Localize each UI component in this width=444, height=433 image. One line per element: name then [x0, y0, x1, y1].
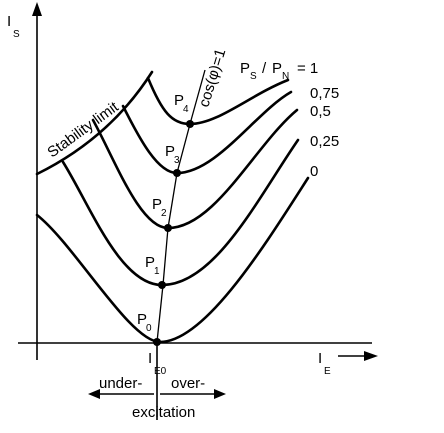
ie0-label: I — [148, 350, 152, 367]
stability-limit-curve — [35, 70, 154, 176]
legend-slash: / — [262, 60, 267, 77]
power-factor-label: cos(φ)=1 — [196, 47, 230, 110]
y-axis-label: I — [7, 13, 11, 30]
ie0-label-sub: E0 — [154, 366, 167, 377]
point-p0 — [153, 338, 161, 346]
curve-label-075: 0,75 — [310, 85, 339, 102]
p2-label-sub: 2 — [161, 208, 167, 219]
legend-pn: P — [272, 60, 282, 77]
point-p3 — [173, 169, 181, 177]
x-axis-arrowhead — [364, 351, 378, 361]
power-factor-line — [156, 69, 206, 343]
y-axis-label-sub: S — [13, 29, 20, 40]
p4-label: P — [174, 92, 184, 109]
p2-label: P — [152, 196, 162, 213]
curve-label-0: 0 — [310, 163, 318, 180]
p0-label-sub: 0 — [146, 323, 152, 334]
p3-label-sub: 3 — [174, 155, 180, 166]
stability-limit-label: Stability limit — [44, 98, 122, 161]
p1-label: P — [145, 254, 155, 271]
excitation-label: excitation — [132, 404, 195, 421]
y-axis-arrowhead — [32, 2, 42, 16]
x-axis-label: I — [318, 350, 322, 367]
excitation-arrow-right-head — [214, 389, 226, 399]
x-axis-label-sub: E — [324, 366, 331, 377]
point-p1 — [158, 281, 166, 289]
under-label: under- — [99, 375, 142, 392]
over-label: over- — [171, 375, 205, 392]
legend-ps: P — [240, 60, 250, 77]
excitation-arrow-left-head — [88, 389, 100, 399]
point-p4 — [186, 120, 194, 128]
p0-label: P — [137, 311, 147, 328]
point-p2 — [164, 224, 172, 232]
curve-label-025: 0,25 — [310, 133, 339, 150]
p3-label: P — [165, 143, 175, 160]
v-curve-075 — [121, 90, 293, 175]
legend-ps-sub: S — [250, 71, 257, 82]
p1-label-sub: 1 — [154, 266, 160, 277]
p4-label-sub: 4 — [183, 104, 189, 115]
legend-eq: = 1 — [297, 60, 318, 77]
legend-pn-sub: N — [282, 71, 289, 82]
curve-label-05: 0,5 — [310, 103, 331, 120]
